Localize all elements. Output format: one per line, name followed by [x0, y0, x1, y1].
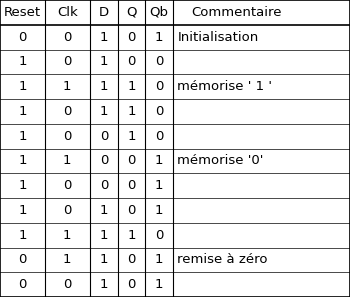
Text: 0: 0: [127, 253, 135, 266]
Text: 1: 1: [100, 105, 108, 118]
Text: 1: 1: [100, 80, 108, 93]
Text: 1: 1: [100, 204, 108, 217]
Text: 0: 0: [18, 278, 27, 291]
Text: D: D: [99, 6, 109, 19]
Text: Qb: Qb: [149, 6, 168, 19]
Text: 0: 0: [155, 229, 163, 242]
Text: mémorise ' 1 ': mémorise ' 1 ': [177, 80, 272, 93]
Text: 1: 1: [18, 229, 27, 242]
Text: 1: 1: [18, 80, 27, 93]
Text: 1: 1: [100, 229, 108, 242]
Text: 1: 1: [127, 105, 136, 118]
Text: 0: 0: [18, 31, 27, 44]
Text: 1: 1: [63, 229, 71, 242]
Text: Clk: Clk: [57, 6, 78, 19]
Text: remise à zéro: remise à zéro: [177, 253, 268, 266]
Text: 0: 0: [63, 179, 71, 192]
Text: 1: 1: [127, 129, 136, 143]
Text: 1: 1: [155, 179, 163, 192]
Text: 0: 0: [100, 179, 108, 192]
Text: 0: 0: [63, 105, 71, 118]
Text: 0: 0: [155, 129, 163, 143]
Text: 1: 1: [127, 80, 136, 93]
Text: 0: 0: [18, 253, 27, 266]
Text: 0: 0: [127, 31, 135, 44]
Text: Commentaire: Commentaire: [191, 6, 281, 19]
Text: 1: 1: [18, 154, 27, 168]
Text: 0: 0: [63, 278, 71, 291]
Text: Reset: Reset: [4, 6, 41, 19]
Text: 0: 0: [127, 55, 135, 68]
Text: 0: 0: [63, 129, 71, 143]
Text: 1: 1: [18, 204, 27, 217]
Text: 0: 0: [100, 129, 108, 143]
Text: Q: Q: [126, 6, 136, 19]
Text: 0: 0: [127, 204, 135, 217]
Text: 1: 1: [63, 253, 71, 266]
Text: 0: 0: [155, 105, 163, 118]
Text: 1: 1: [18, 129, 27, 143]
Text: 0: 0: [63, 31, 71, 44]
Text: 1: 1: [155, 154, 163, 168]
Text: 1: 1: [63, 80, 71, 93]
Text: 0: 0: [155, 80, 163, 93]
Text: 1: 1: [63, 154, 71, 168]
Text: 0: 0: [155, 55, 163, 68]
Text: 1: 1: [100, 55, 108, 68]
Text: 1: 1: [100, 278, 108, 291]
Text: 1: 1: [18, 55, 27, 68]
Text: 0: 0: [63, 204, 71, 217]
Text: 0: 0: [127, 278, 135, 291]
Text: 0: 0: [127, 179, 135, 192]
Text: 0: 0: [127, 154, 135, 168]
Text: 1: 1: [18, 179, 27, 192]
Text: 0: 0: [100, 154, 108, 168]
Text: 1: 1: [155, 253, 163, 266]
Text: 0: 0: [63, 55, 71, 68]
Text: 1: 1: [100, 31, 108, 44]
Text: 1: 1: [18, 105, 27, 118]
Text: 1: 1: [127, 229, 136, 242]
Text: 1: 1: [155, 31, 163, 44]
Text: mémorise '0': mémorise '0': [177, 154, 264, 168]
Text: 1: 1: [155, 204, 163, 217]
Text: 1: 1: [155, 278, 163, 291]
Text: Initialisation: Initialisation: [177, 31, 259, 44]
Text: 1: 1: [100, 253, 108, 266]
